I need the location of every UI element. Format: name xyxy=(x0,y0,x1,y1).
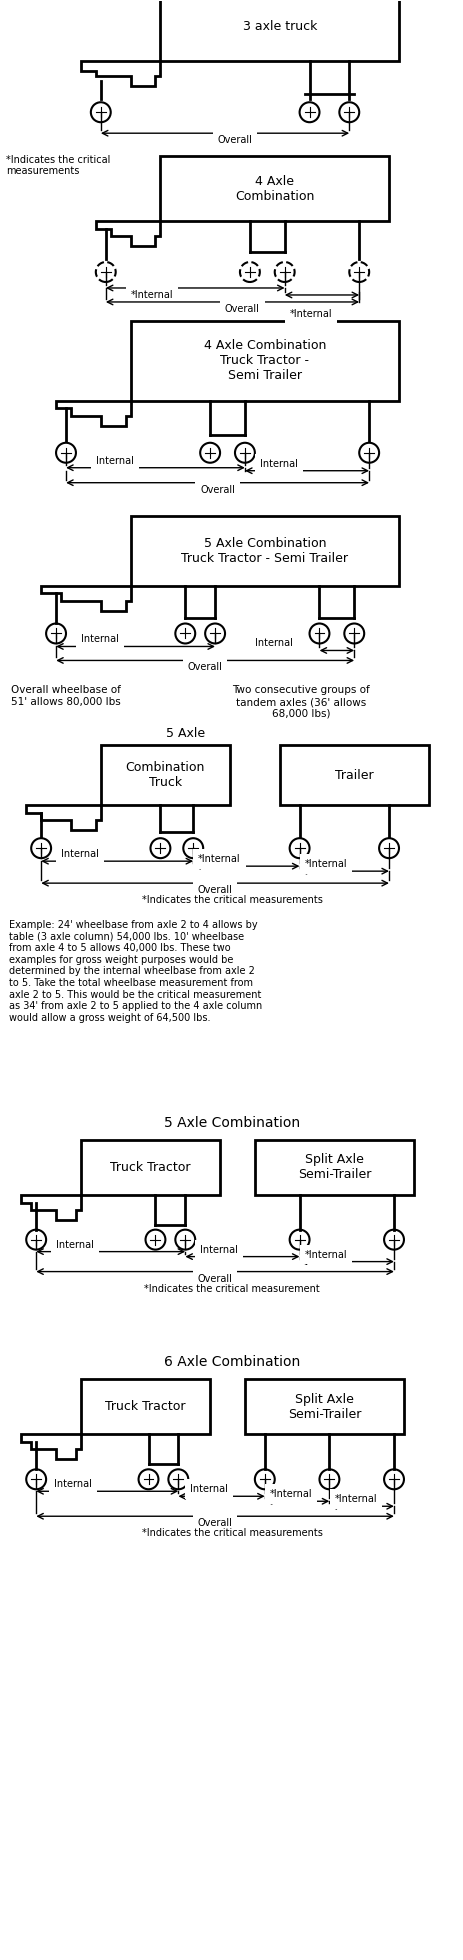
Text: Trailer: Trailer xyxy=(334,768,373,782)
Text: 5 Axle Combination: 5 Axle Combination xyxy=(163,1115,300,1129)
Bar xyxy=(244,1380,403,1435)
Text: *Indicates the critical
measurements: *Indicates the critical measurements xyxy=(6,155,111,176)
Bar xyxy=(130,515,398,586)
Text: Internal: Internal xyxy=(54,1480,92,1490)
Text: Truck Tractor: Truck Tractor xyxy=(105,1399,185,1413)
Text: *Indicates the critical measurements: *Indicates the critical measurements xyxy=(141,896,322,906)
Text: Overall: Overall xyxy=(217,135,252,145)
Text: Internal: Internal xyxy=(61,849,99,858)
Text: Overall: Overall xyxy=(197,1274,232,1284)
Text: *Internal: *Internal xyxy=(334,1494,376,1503)
Bar xyxy=(160,0,398,61)
Text: 4 Axle Combination
Truck Tractor -
Semi Trailer: 4 Axle Combination Truck Tractor - Semi … xyxy=(203,339,325,382)
Text: Overall: Overall xyxy=(188,662,222,672)
Text: 6 Axle Combination: 6 Axle Combination xyxy=(163,1356,300,1370)
Text: *Indicates the critical measurements: *Indicates the critical measurements xyxy=(141,1529,322,1539)
Text: Internal: Internal xyxy=(81,635,119,645)
Text: Internal: Internal xyxy=(96,457,133,466)
Text: Example: 24' wheelbase from axle 2 to 4 allows by
table (3 axle column) 54,000 l: Example: 24' wheelbase from axle 2 to 4 … xyxy=(9,919,262,1023)
Text: Split Axle
Semi-Trailer: Split Axle Semi-Trailer xyxy=(297,1152,370,1182)
Bar xyxy=(100,745,230,806)
Text: 5 Axle Combination
Truck Tractor - Semi Trailer: 5 Axle Combination Truck Tractor - Semi … xyxy=(181,537,348,564)
Text: Internal: Internal xyxy=(254,639,292,649)
Text: *Indicates the critical measurement: *Indicates the critical measurement xyxy=(144,1284,319,1294)
Text: 4 Axle
Combination: 4 Axle Combination xyxy=(235,174,314,202)
Text: Truck Tractor: Truck Tractor xyxy=(110,1160,190,1174)
Text: 3 axle truck: 3 axle truck xyxy=(242,20,316,33)
Text: *Internal: *Internal xyxy=(304,858,346,868)
Bar xyxy=(130,321,398,402)
Text: Overall: Overall xyxy=(200,484,235,494)
Bar xyxy=(279,745,428,806)
Text: Internal: Internal xyxy=(200,1245,238,1254)
Bar xyxy=(254,1141,413,1196)
Text: *Internal: *Internal xyxy=(198,855,240,864)
Text: Two consecutive groups of
tandem axles (36' allows
68,000 lbs): Two consecutive groups of tandem axles (… xyxy=(232,686,369,719)
Text: 5 Axle: 5 Axle xyxy=(165,727,204,741)
Text: Combination
Truck: Combination Truck xyxy=(125,760,205,790)
Text: Internal: Internal xyxy=(190,1484,228,1494)
Text: Internal: Internal xyxy=(259,459,297,468)
Text: Internal: Internal xyxy=(56,1239,94,1250)
Text: *Internal: *Internal xyxy=(304,1250,346,1260)
Text: *Internal: *Internal xyxy=(289,310,332,319)
Bar xyxy=(81,1380,210,1435)
Text: Overall: Overall xyxy=(225,304,259,314)
Text: Overall wheelbase of
51' allows 80,000 lbs: Overall wheelbase of 51' allows 80,000 l… xyxy=(11,686,121,708)
Text: *Internal: *Internal xyxy=(130,290,173,300)
Text: Overall: Overall xyxy=(197,1519,232,1529)
Text: Overall: Overall xyxy=(197,886,232,896)
Text: Split Axle
Semi-Trailer: Split Axle Semi-Trailer xyxy=(287,1394,360,1421)
Bar xyxy=(160,157,388,221)
Text: *Internal: *Internal xyxy=(269,1490,312,1499)
Bar xyxy=(81,1141,219,1196)
